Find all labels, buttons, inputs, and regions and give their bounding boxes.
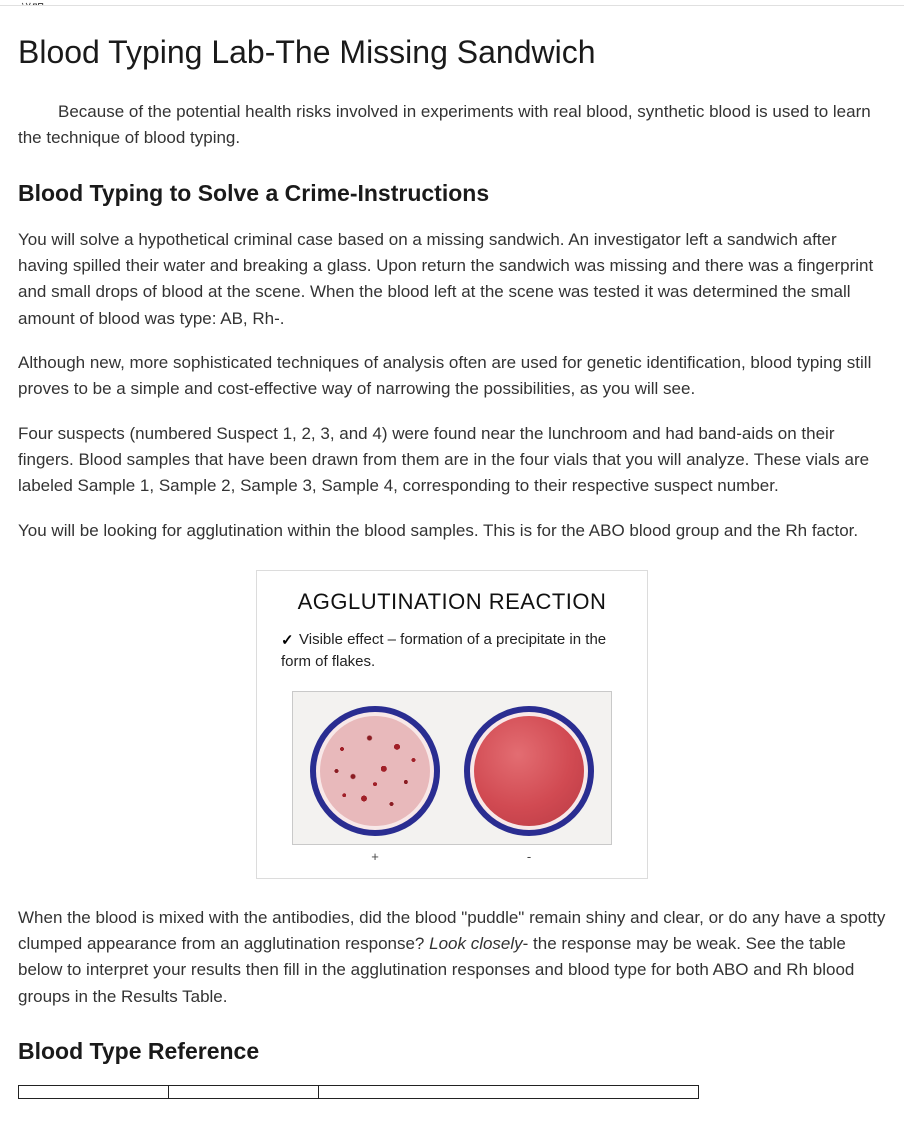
paragraph-technique: Although new, more sophisticated techniq… xyxy=(18,350,886,403)
ref-col-2 xyxy=(319,1086,699,1099)
paragraph-scenario: You will solve a hypothetical criminal c… xyxy=(18,227,886,332)
agglutination-figure: AGGLUTINATION REACTION Visible effect – … xyxy=(256,570,648,879)
paragraph-suspects: Four suspects (numbered Suspect 1, 2, 3,… xyxy=(18,421,886,500)
reference-heading: Blood Type Reference xyxy=(18,1038,886,1065)
well-negative-label: - xyxy=(464,849,594,864)
ref-col-0 xyxy=(19,1086,169,1099)
p5-emphasis: Look closely xyxy=(429,934,523,953)
wells-plate xyxy=(292,691,612,845)
instructions-heading: Blood Typing to Solve a Crime-Instructio… xyxy=(18,180,886,207)
figure-caption: Visible effect – formation of a precipit… xyxy=(277,629,627,673)
page-title: Blood Typing Lab-The Missing Sandwich xyxy=(18,34,886,71)
table-row xyxy=(19,1086,699,1099)
well-positive xyxy=(310,706,440,836)
intro-paragraph: Because of the potential health risks in… xyxy=(18,99,886,152)
well-negative-sample xyxy=(474,716,584,826)
well-positive-sample xyxy=(320,716,430,826)
checkmark-icon xyxy=(281,630,295,644)
figure-caption-text: Visible effect – formation of a precipit… xyxy=(281,631,606,670)
figure-title: AGGLUTINATION REACTION xyxy=(277,589,627,615)
paragraph-agglutination: You will be looking for agglutination wi… xyxy=(18,518,886,544)
well-positive-label: + xyxy=(310,849,440,864)
reference-table xyxy=(18,1085,699,1099)
document-body: Blood Typing Lab-The Missing Sandwich Be… xyxy=(0,6,904,1139)
ref-col-1 xyxy=(169,1086,319,1099)
well-labels-row: + - xyxy=(292,849,612,864)
paragraph-results-instructions: When the blood is mixed with the antibod… xyxy=(18,905,886,1010)
well-negative xyxy=(464,706,594,836)
